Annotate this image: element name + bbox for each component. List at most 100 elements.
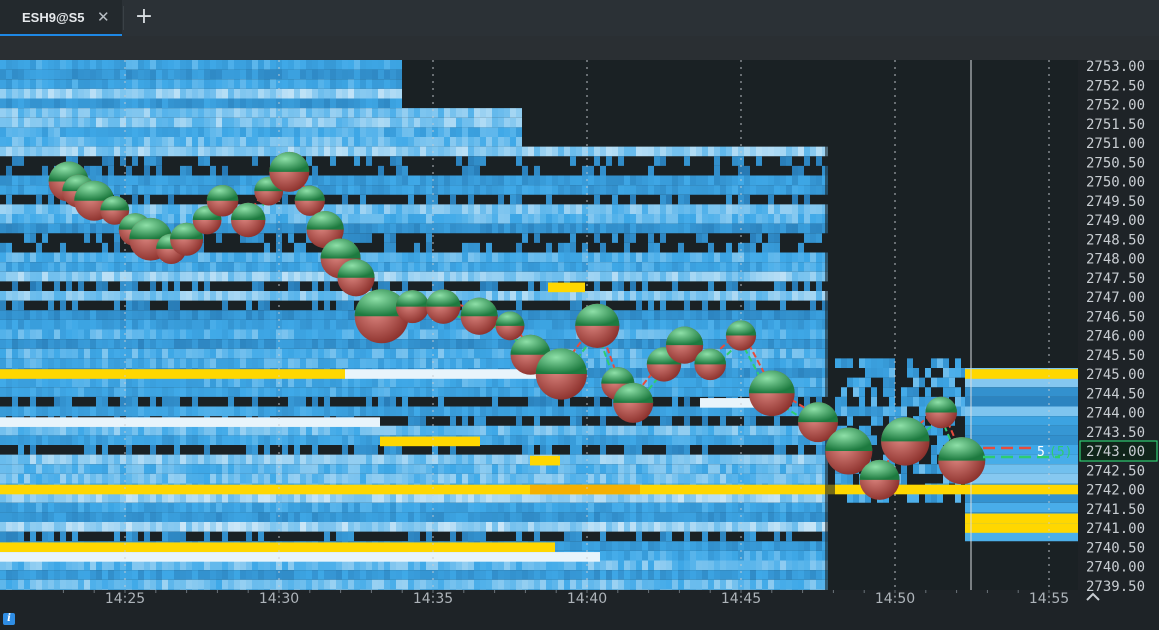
heat-cell: [30, 108, 36, 118]
heat-cell: [102, 146, 108, 157]
heat-cell: [378, 377, 384, 388]
heat-cell: [642, 146, 648, 157]
heat-cell: [84, 146, 90, 157]
heat-cell: [720, 204, 726, 214]
heat-cell: [378, 223, 384, 234]
heat-cell: [714, 271, 720, 282]
heat-cell: [480, 493, 486, 503]
heat-cell: [48, 493, 54, 503]
heat-cell: [84, 339, 90, 349]
heat-cell: [414, 493, 420, 503]
heat-cell: [720, 348, 726, 359]
heat-cell: [414, 348, 420, 359]
heat-cell: [12, 69, 18, 80]
heat-cell: [84, 271, 90, 282]
heat-cell: [108, 262, 114, 272]
heat-cell: [516, 502, 522, 513]
heat-cell: [798, 464, 804, 474]
heat-cell: [36, 329, 42, 340]
heat-cell: [144, 473, 150, 484]
heat-cell: [654, 464, 660, 474]
heat-cell: [432, 175, 438, 186]
heat-cell: [636, 185, 642, 195]
heat-cell: [144, 435, 150, 445]
heat-cell: [396, 464, 402, 474]
heat-cell: [300, 493, 306, 503]
heat-cell: [108, 502, 114, 513]
close-icon[interactable]: ✕: [97, 8, 110, 26]
heat-cell: [390, 214, 396, 224]
heat-cell: [786, 464, 792, 474]
heat-cell: [426, 348, 432, 359]
heat-cell: [582, 358, 588, 368]
heat-cell: [642, 358, 648, 368]
heat-cell: [378, 98, 384, 109]
add-tab-button[interactable]: +: [134, 4, 154, 29]
heat-cell: [324, 406, 330, 417]
heat-cell: [696, 406, 702, 417]
heat-cell: [30, 396, 36, 407]
heatmap-chart[interactable]: 5 (5) 2753.002752.502752.002751.502751.00…: [0, 60, 1159, 608]
heat-cell: [0, 387, 6, 397]
heat-cell: [384, 473, 390, 484]
heat-cell: [108, 175, 114, 186]
heat-cell: [774, 185, 780, 195]
heat-cell: [468, 214, 474, 224]
heat-cell: [636, 358, 642, 368]
heat-cell: [216, 175, 222, 186]
heat-cell: [156, 339, 162, 349]
heat-cell: [264, 358, 270, 368]
heat-cell: [138, 329, 144, 340]
heat-cell: [816, 319, 822, 330]
heat-cell: [486, 329, 492, 340]
heat-cell: [468, 464, 474, 474]
heat-cell: [264, 271, 270, 282]
heat-cell: [666, 329, 672, 340]
heat-cell: [264, 406, 270, 417]
heat-cell: [666, 387, 672, 397]
heat-cell: [402, 262, 408, 272]
heat-cell: [30, 339, 36, 349]
heat-cell: [96, 252, 102, 263]
heat-cell: [228, 310, 234, 320]
heat-cell: [108, 425, 114, 436]
heat-cell: [636, 223, 642, 234]
heat-cell: [150, 425, 156, 436]
tab-esh9[interactable]: ESH9@S5 ✕: [0, 0, 122, 36]
heat-cell: [72, 79, 78, 89]
heat-cell: [126, 88, 132, 99]
heat-cell: [570, 271, 576, 282]
heat-cell: [582, 252, 588, 263]
heat-cell: [816, 185, 822, 195]
heat-cell: [396, 175, 402, 186]
heat-cell: [768, 204, 774, 214]
heat-cell: [96, 165, 102, 176]
heat-cell: [66, 339, 72, 349]
heat-cell: [702, 377, 708, 388]
heat-cell: [42, 358, 48, 368]
heat-cell: [450, 464, 456, 474]
heat-cell: [630, 319, 636, 330]
heat-cell: [168, 339, 174, 349]
heat-cell: [396, 445, 402, 455]
heat-cell: [750, 425, 756, 436]
heat-cell: [6, 69, 12, 80]
heat-cell: [516, 108, 522, 118]
heat-cell: [300, 358, 306, 368]
heat-cell: [108, 493, 114, 503]
heat-cell: [540, 387, 546, 397]
heat-cell: [372, 117, 378, 128]
heat-cell: [126, 127, 132, 137]
heat-cell: [720, 406, 726, 417]
heat-cell: [24, 127, 30, 137]
heat-cell: [102, 271, 108, 282]
heat-cell: [138, 300, 144, 311]
heat-cell: [408, 425, 414, 436]
heat-cell: [132, 348, 138, 359]
heat-cell: [744, 185, 750, 195]
heat-cell: [360, 79, 366, 89]
heat-cell: [330, 291, 336, 301]
heat-cell: [504, 435, 510, 445]
heat-cell: [300, 242, 306, 253]
heat-cell: [642, 204, 648, 214]
